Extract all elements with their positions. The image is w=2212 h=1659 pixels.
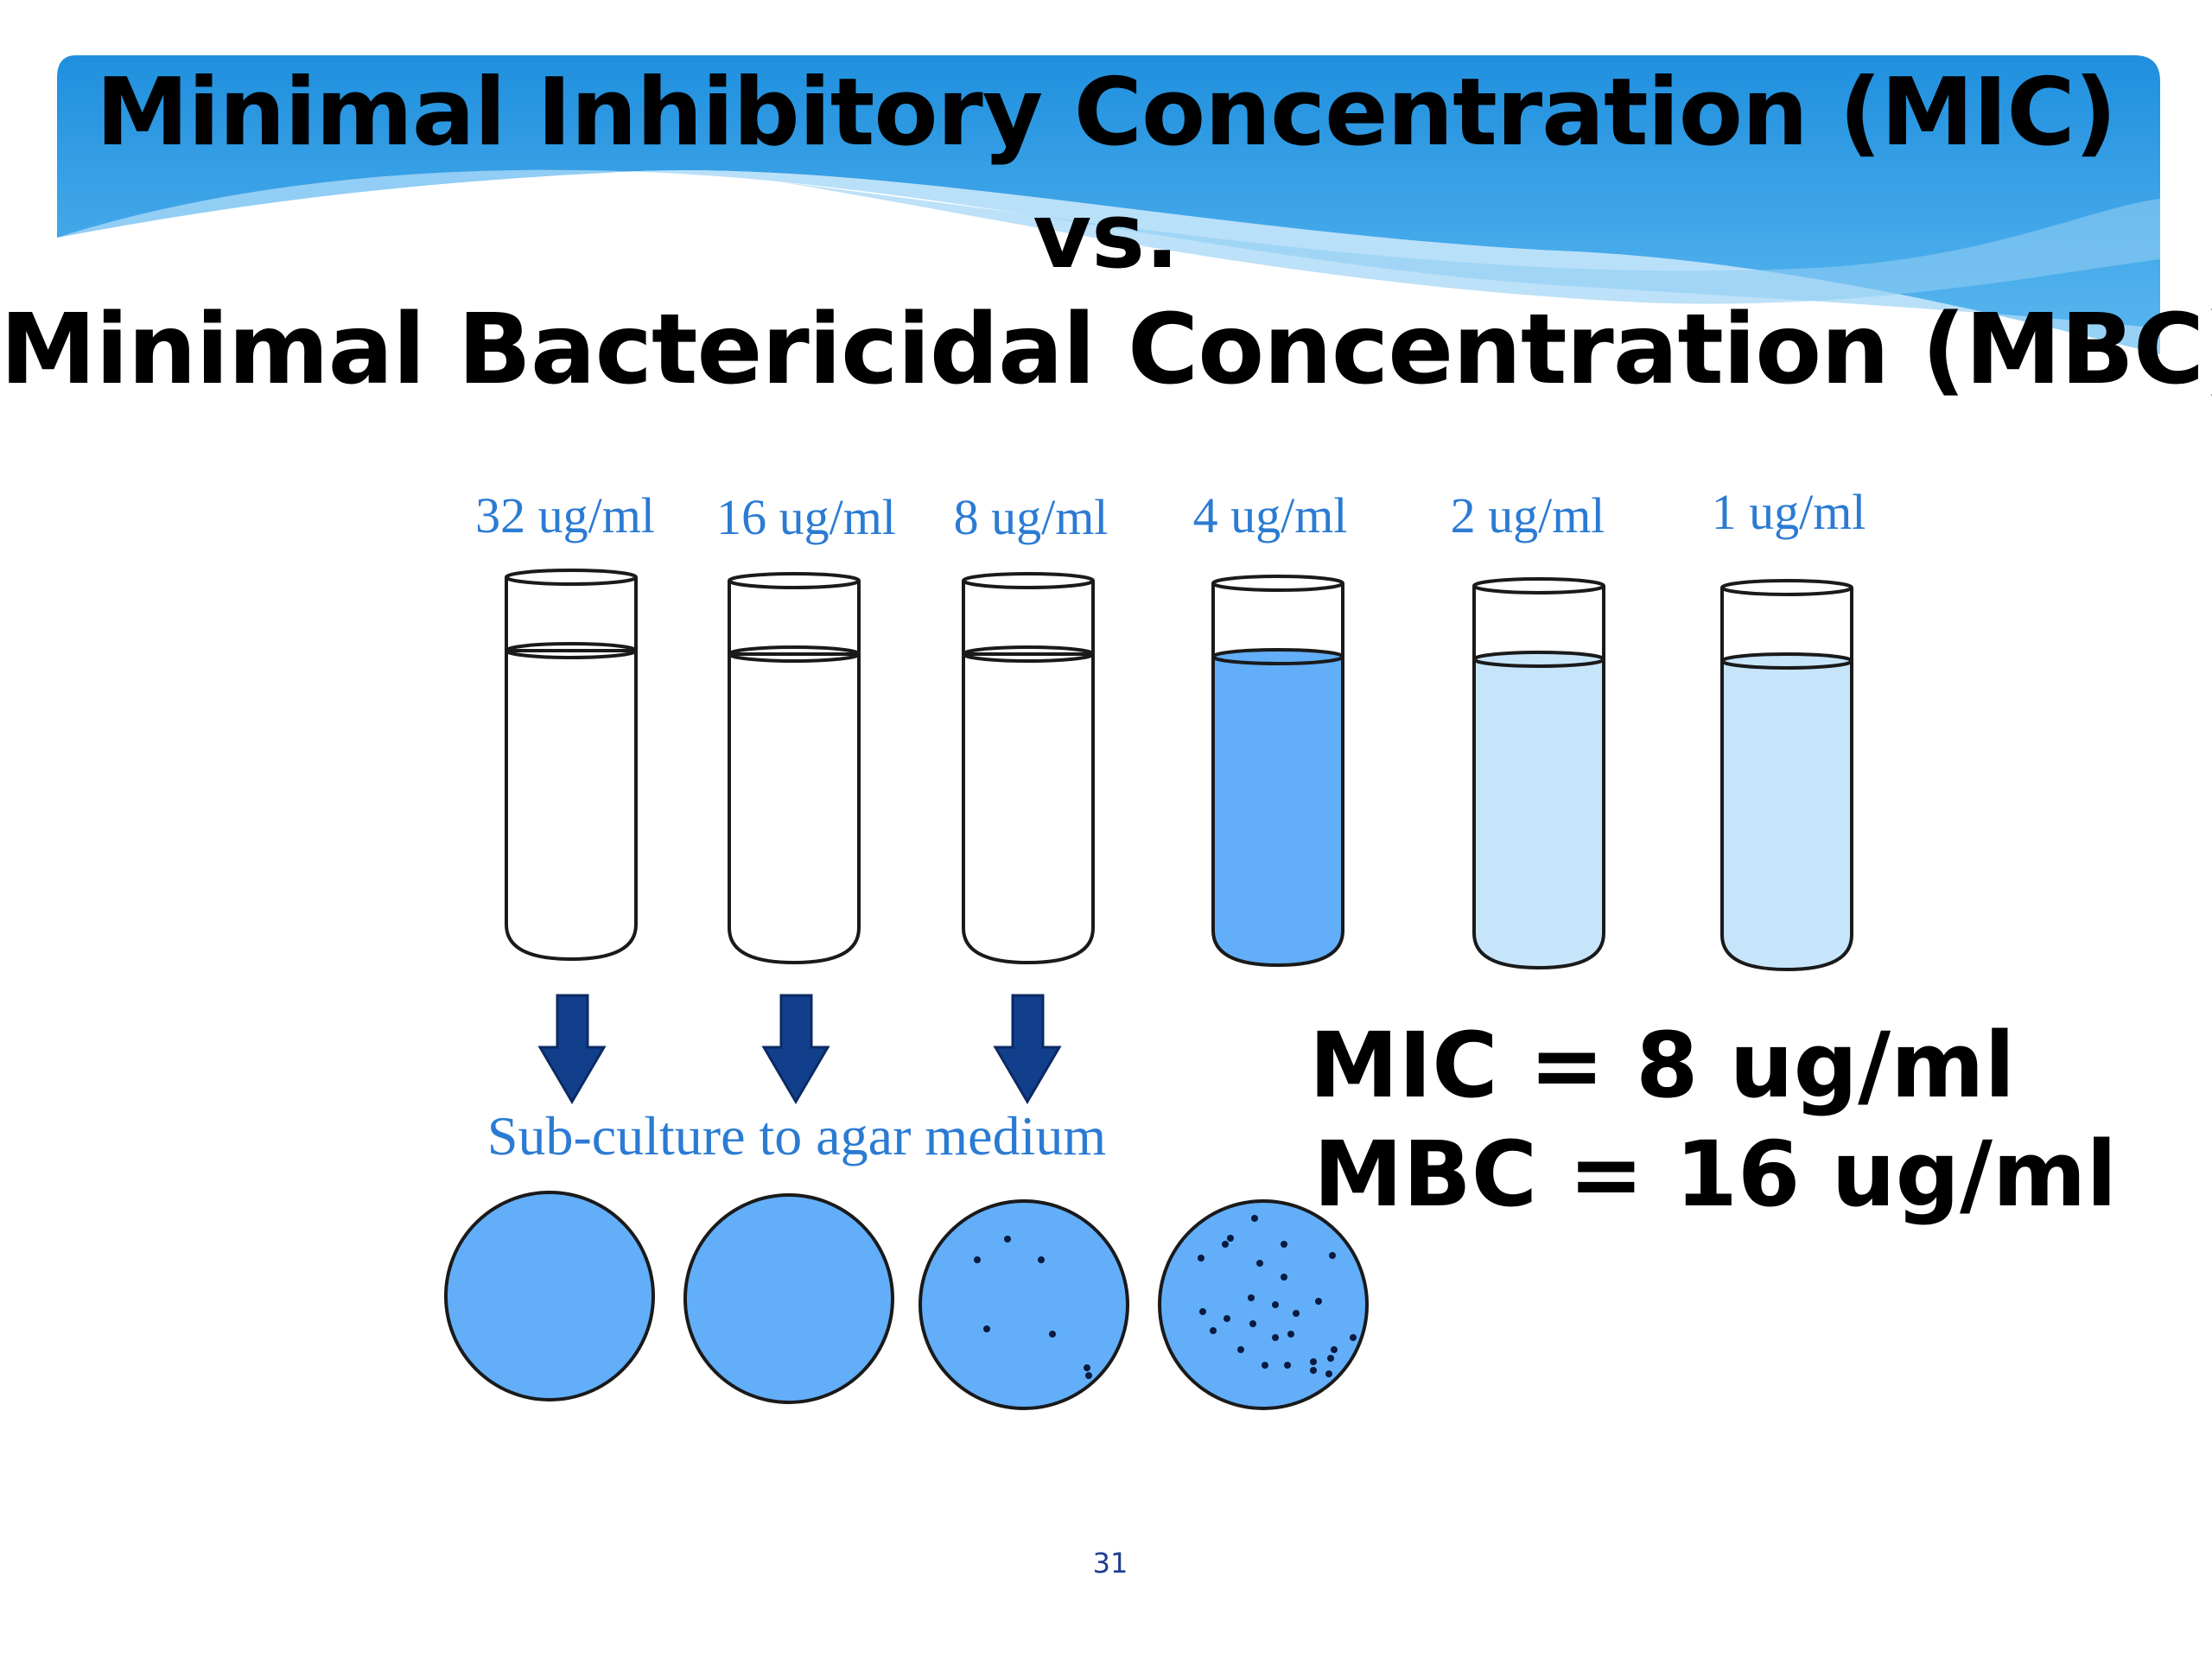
mbc-result: MBC = 16 ug/ml (1313, 1122, 2118, 1227)
tube-16 (728, 572, 861, 965)
mic-result: MIC = 8 ug/ml (1309, 1013, 2016, 1118)
page-number: 31 (1092, 1547, 1128, 1580)
tube-32 (505, 569, 638, 962)
agar-plate-4 (1158, 1199, 1369, 1410)
tube-8 (962, 572, 1095, 965)
arrow-down-icon (537, 994, 607, 1104)
title-line-1: Minimal Inhibitory Concentration (MIC) (95, 59, 2117, 167)
arrow-down-icon (761, 994, 830, 1104)
tube-4 (1211, 575, 1344, 968)
tube-label-4: 4 ug/ml (1193, 487, 1348, 543)
subculture-label: Sub-culture to agar medium (487, 1105, 1106, 1166)
tube-label-2: 2 ug/ml (1451, 487, 1605, 543)
agar-plate-16 (683, 1193, 894, 1404)
tube-label-16: 16 ug/ml (716, 489, 896, 545)
tube-1 (1720, 579, 1853, 972)
arrow-down-icon (993, 994, 1062, 1104)
tube-label-8: 8 ug/ml (954, 489, 1109, 545)
tube-2 (1472, 577, 1605, 970)
agar-plate-8 (918, 1199, 1129, 1410)
tube-label-32: 32 ug/ml (475, 487, 655, 543)
title-banner (57, 55, 2160, 354)
title-line-3: Minimal Bactericidal Concentration (MBC) (0, 294, 2212, 406)
title-line-2: vs. (1033, 183, 1179, 289)
tube-label-1: 1 ug/ml (1712, 484, 1866, 540)
agar-plate-32 (444, 1191, 655, 1402)
